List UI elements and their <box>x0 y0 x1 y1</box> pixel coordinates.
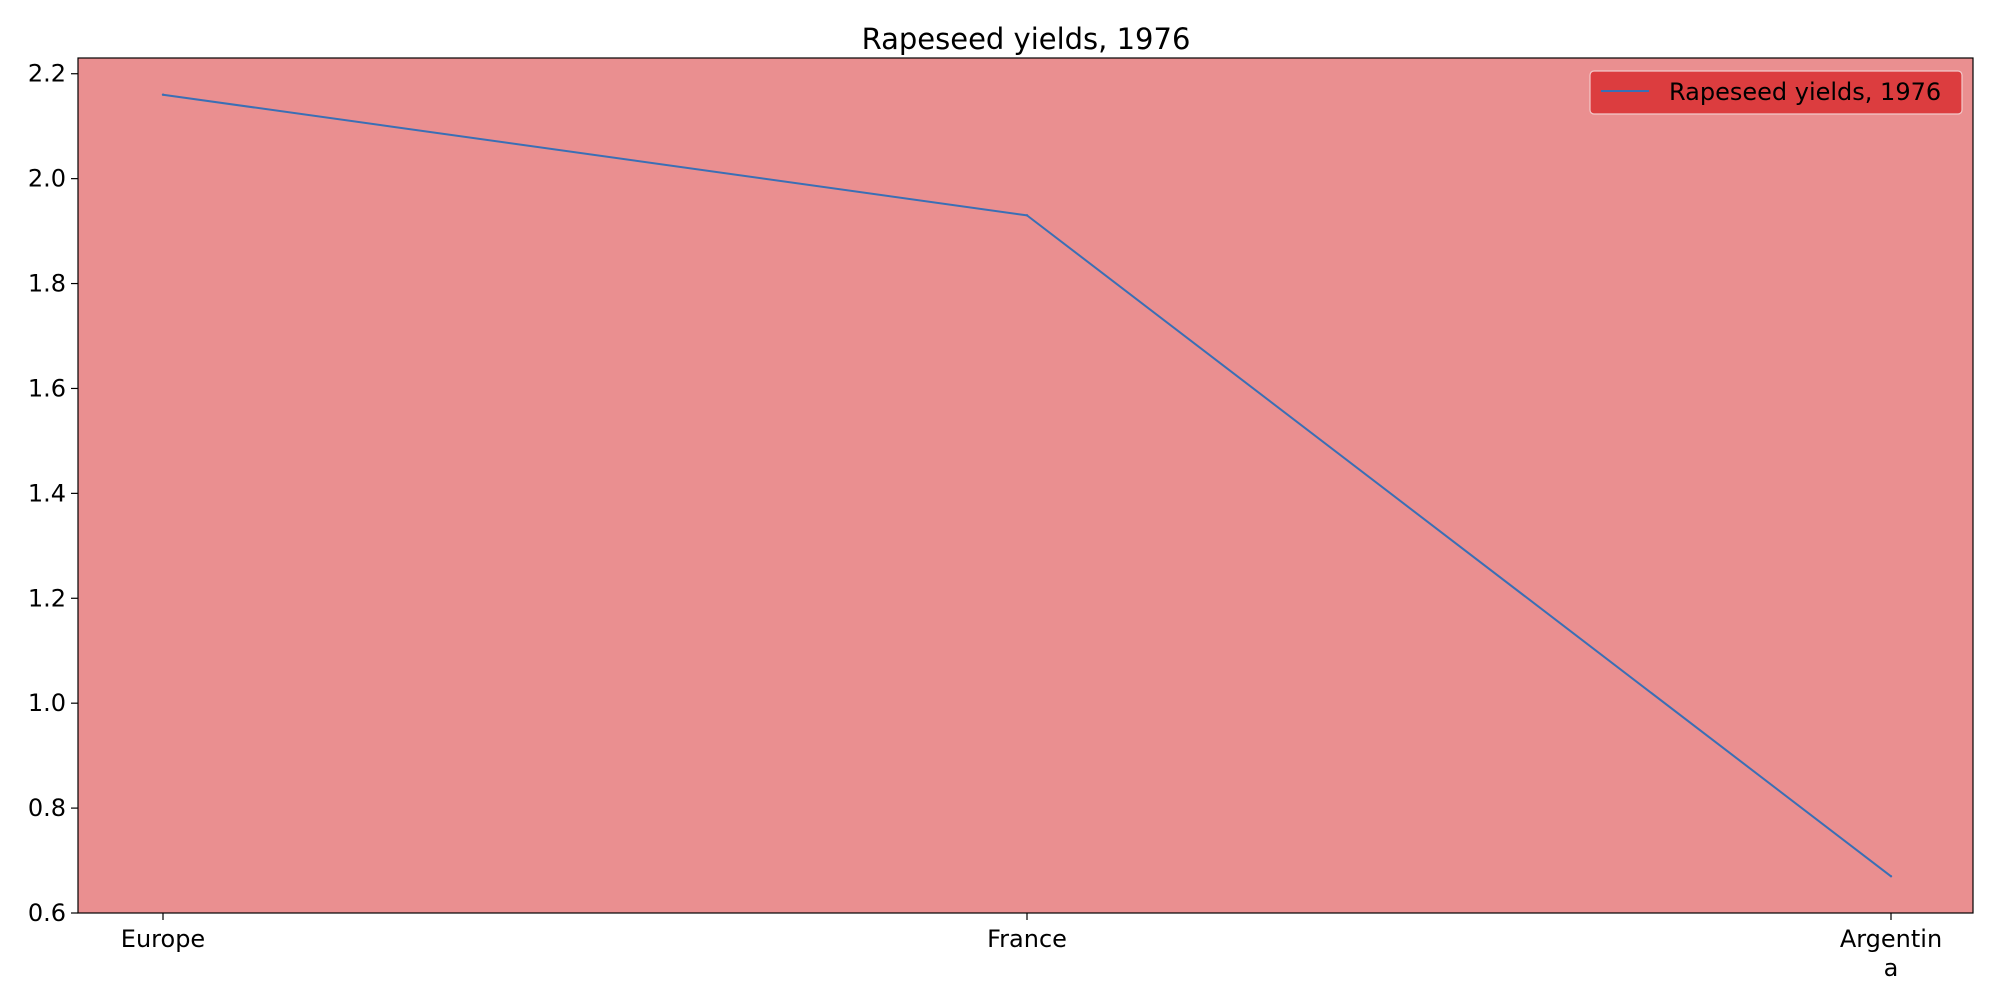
y-tick-label: 2.2 <box>28 60 66 88</box>
y-tick-label: 0.6 <box>28 899 66 927</box>
y-axis: 0.6 0.8 1.0 1.2 1.4 1.6 1.8 2.0 2.2 <box>28 60 78 927</box>
legend-label-rapeseed-yields-1976: Rapeseed yields, 1976 <box>1669 78 1941 106</box>
x-tick-label-france: France <box>987 925 1067 953</box>
chart-title: Rapeseed yields, 1976 <box>862 22 1191 56</box>
legend-box <box>1589 70 1963 115</box>
y-tick-label: 1.0 <box>28 689 66 717</box>
data-point-argentina <box>1889 875 1893 878</box>
data-point-france <box>1025 214 1029 217</box>
y-tick-label: 0.8 <box>28 794 66 822</box>
legend: Rapeseed yields, 1976 <box>1589 70 1963 115</box>
y-tick-label: 1.8 <box>28 270 66 298</box>
x-axis: Europe France Argentin a <box>121 913 1942 982</box>
y-tick-label: 1.4 <box>28 479 66 507</box>
data-point-europe <box>161 93 165 96</box>
x-tick-label-argentina: Argentin a <box>1840 925 1942 982</box>
y-tick-label: 2.0 <box>28 165 66 193</box>
y-tick-label: 1.6 <box>28 374 66 402</box>
x-tick-label-europe: Europe <box>121 925 205 953</box>
series-layer <box>161 93 1893 878</box>
plot-area <box>77 57 1974 914</box>
y-tick-label: 1.2 <box>28 584 66 612</box>
